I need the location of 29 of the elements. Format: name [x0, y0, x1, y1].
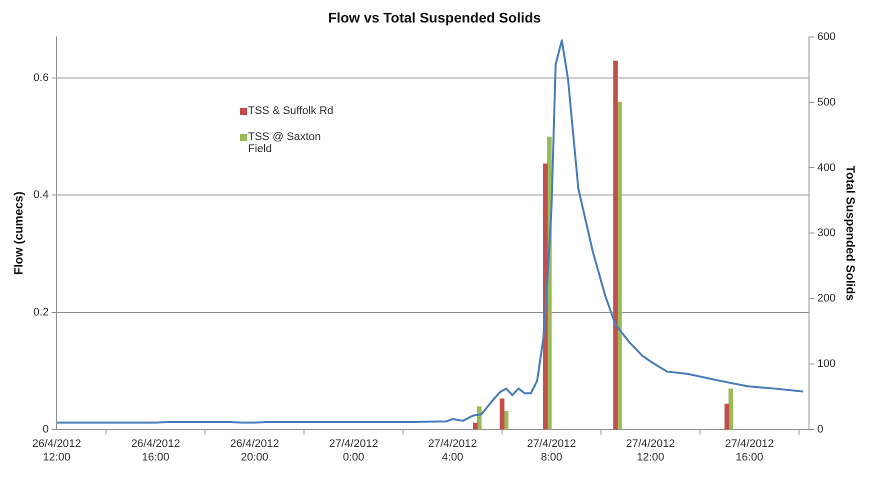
- y-tick-label: 0: [42, 424, 49, 436]
- y-tick-label: 0.2: [33, 306, 49, 318]
- y2-tick-label: 400: [817, 162, 836, 174]
- y2-tick-label: 600: [817, 30, 836, 43]
- bar: [500, 398, 504, 430]
- x-tick-label: 26/4/2012 16:00: [131, 438, 180, 464]
- bar: [728, 388, 734, 430]
- y2-tick-label: 300: [817, 227, 836, 240]
- y2-tick-label: 200: [817, 292, 836, 305]
- x-tick-label: 26/4/2012 12:00: [32, 438, 82, 464]
- bar: [724, 404, 730, 430]
- y-tick-label: 0.6: [33, 72, 49, 84]
- bar: [472, 422, 478, 430]
- chart-title: Flow vs Total Suspended Solids: [328, 9, 542, 26]
- x-tick-label: 27/4/2012 4:00: [428, 438, 478, 464]
- bar: [613, 60, 618, 430]
- x-tick-label: 26/4/2012 20:00: [230, 438, 280, 464]
- legend-label: TSS & Suffolk Rd: [248, 105, 334, 117]
- y2-tick-label: 100: [817, 358, 836, 370]
- y-tick-label: 0.4: [33, 189, 49, 202]
- x-tick-label: 27/4/2012 8:00: [527, 438, 576, 464]
- x-tick-label: 27/4/2012 12:00: [626, 438, 675, 464]
- x-tick-label: 27/4/2012 0:00: [329, 438, 378, 464]
- y-axis-title: Flow (cumecs): [12, 192, 26, 275]
- y2-tick-label: 500: [817, 96, 836, 108]
- y2-tick-label: 0: [817, 424, 824, 436]
- x-tick-label: 27/4/2012 16:00: [724, 438, 774, 464]
- legend-label: TSS @ Saxton Field: [248, 131, 322, 155]
- y2-axis-title: Total Suspended Solids: [843, 166, 858, 302]
